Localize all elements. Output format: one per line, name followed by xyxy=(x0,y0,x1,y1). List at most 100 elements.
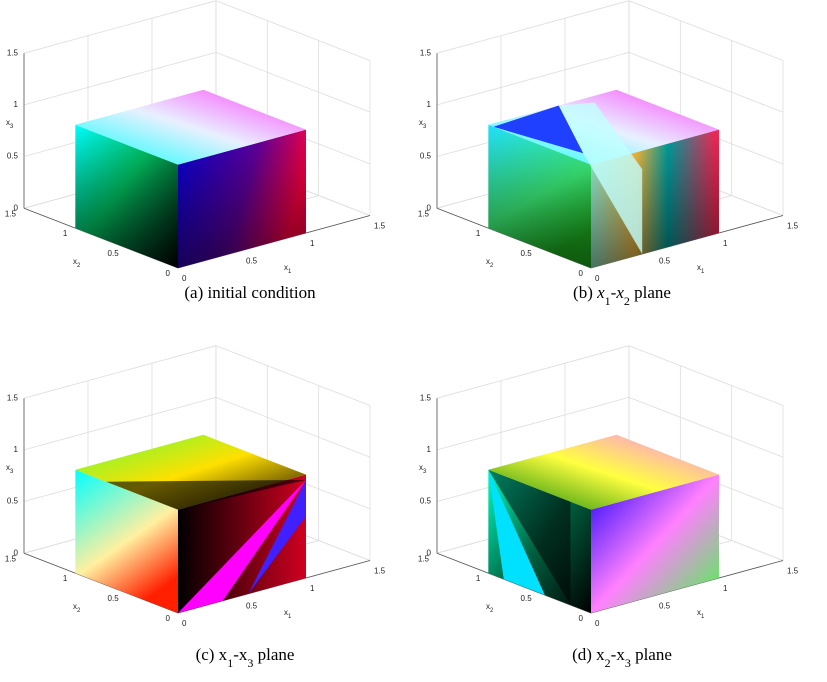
caption-part: -x xyxy=(233,645,248,664)
x-tick-label: 0 xyxy=(595,619,600,628)
cube-face xyxy=(75,89,306,165)
x-tick-label: 0.5 xyxy=(659,602,671,611)
caption-part: 2 xyxy=(624,294,630,308)
x-tick-label: 1 xyxy=(310,239,315,248)
caption-part: 1 xyxy=(605,294,611,308)
face-shade xyxy=(488,124,591,269)
caption-part: plane xyxy=(253,645,294,664)
caption-part: (a) initial condition xyxy=(184,283,316,302)
label-sub: 2 xyxy=(77,608,81,614)
y-tick-label: 1.5 xyxy=(5,209,17,218)
x-tick-label: 1.5 xyxy=(374,222,386,231)
cube-face xyxy=(178,474,306,613)
label-sub: 1 xyxy=(701,268,705,274)
z-tick-label: 1 xyxy=(427,100,432,109)
label-base: x xyxy=(486,602,490,611)
z-axis-label: x3 xyxy=(419,463,427,474)
x-tick-label: 0 xyxy=(182,619,187,628)
grid-line xyxy=(23,345,217,399)
y-tick-label: 1 xyxy=(63,229,68,238)
grid-line xyxy=(628,345,784,406)
y-tick-label: 1.5 xyxy=(418,209,430,218)
x-tick-label: 1 xyxy=(723,239,728,248)
caption-part: 1 xyxy=(227,656,233,670)
label-base: x xyxy=(697,608,701,617)
label-sub: 1 xyxy=(701,613,705,619)
caption-part: plane xyxy=(631,645,672,664)
label-sub: 3 xyxy=(423,469,427,475)
grid-line xyxy=(23,51,217,106)
cube-face xyxy=(75,469,178,613)
z-axis-label: x3 xyxy=(6,463,14,474)
x-tick-label: 0.5 xyxy=(246,602,258,611)
cube-section xyxy=(558,102,643,254)
caption-part: (d) x xyxy=(572,645,605,664)
z-tick-label: 1 xyxy=(14,100,19,109)
grid-line xyxy=(628,51,784,113)
y-tick-label: 1.5 xyxy=(418,554,430,563)
z-tick-label: 0 xyxy=(427,203,432,212)
z-axis-label: x3 xyxy=(6,118,14,129)
x-tick-label: 1.5 xyxy=(787,567,799,576)
face-shade xyxy=(75,124,178,269)
label-base: x xyxy=(419,463,423,472)
cube-section xyxy=(493,105,584,154)
x-axis-label: x1 xyxy=(284,608,292,619)
label-sub: 3 xyxy=(423,124,427,130)
label-base: x xyxy=(6,463,10,472)
caption: (c) x1-x3 plane xyxy=(196,645,295,670)
y-axis-label: x2 xyxy=(73,257,81,268)
label-sub: 1 xyxy=(288,268,292,274)
z-tick-label: 1 xyxy=(427,445,432,454)
z-tick-label: 0.5 xyxy=(420,497,432,506)
grid-line xyxy=(628,0,784,61)
caption: (b) x1-x2 plane xyxy=(573,283,671,308)
label-base: x xyxy=(284,608,288,617)
grid-line xyxy=(628,396,784,458)
caption-part: 2 xyxy=(605,656,611,670)
y-tick-label: 0 xyxy=(166,614,171,623)
cube-section xyxy=(248,479,306,594)
cube-section xyxy=(106,479,306,510)
z-tick-label: 0.5 xyxy=(7,152,19,161)
x-tick-label: 1.5 xyxy=(374,567,386,576)
y-tick-label: 0 xyxy=(579,614,584,623)
cube-section xyxy=(178,479,306,613)
label-base: x xyxy=(486,257,490,266)
y-tick-label: 0.5 xyxy=(108,249,120,258)
label-base: x xyxy=(73,602,77,611)
z-tick-label: 0 xyxy=(427,548,432,557)
caption: (d) x2-x3 plane xyxy=(572,645,672,670)
z-tick-label: 0.5 xyxy=(7,497,19,506)
z-tick-label: 1.5 xyxy=(420,393,432,402)
cube-face xyxy=(591,474,719,613)
label-sub: 2 xyxy=(490,263,494,269)
label-base: x xyxy=(697,263,701,272)
caption-part: x xyxy=(615,283,624,302)
x-tick-label: 0.5 xyxy=(659,257,671,266)
x-axis-label: x1 xyxy=(284,263,292,274)
y-tick-label: 0.5 xyxy=(521,249,533,258)
y-tick-label: 0 xyxy=(579,269,584,278)
label-sub: 3 xyxy=(10,469,14,475)
y-tick-label: 0.5 xyxy=(108,594,120,603)
cube-face xyxy=(488,434,719,510)
caption-part: (b) xyxy=(573,283,597,302)
cube-section xyxy=(488,469,571,606)
y-axis-label: x2 xyxy=(486,257,494,268)
grid-line xyxy=(215,0,371,61)
caption: (a) initial condition xyxy=(184,283,316,302)
x-tick-label: 0.5 xyxy=(246,257,258,266)
z-tick-label: 1.5 xyxy=(7,393,19,402)
label-sub: 3 xyxy=(10,124,14,130)
face-shade xyxy=(178,129,306,268)
caption-part: x xyxy=(596,283,605,302)
y-tick-label: 1.5 xyxy=(5,554,17,563)
z-tick-label: 0 xyxy=(14,548,19,557)
y-axis-label: x2 xyxy=(486,602,494,613)
label-base: x xyxy=(284,263,288,272)
